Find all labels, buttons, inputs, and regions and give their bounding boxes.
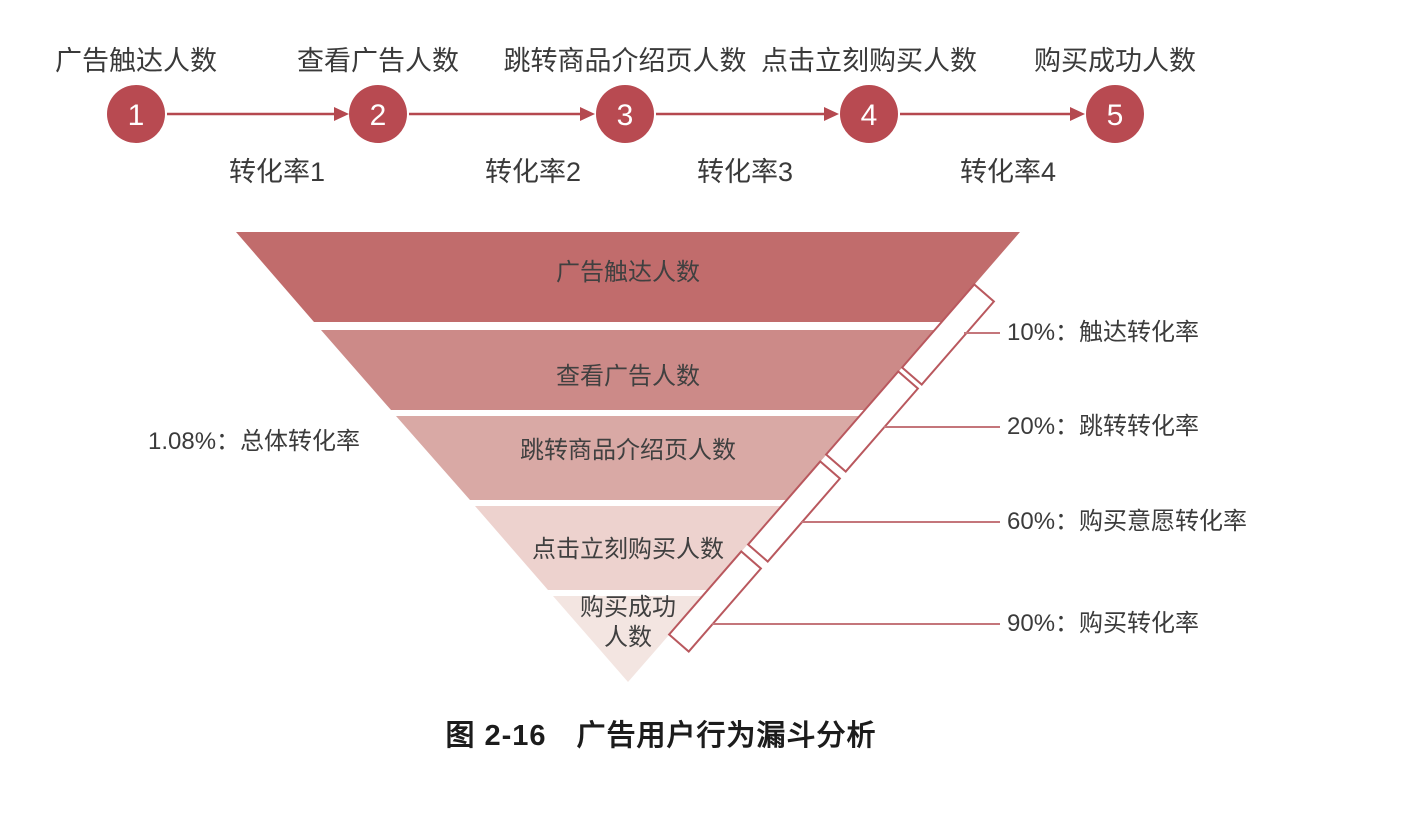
funnel-layer-5	[553, 596, 703, 682]
funnel-layer-label-1: 广告触达人数	[556, 259, 700, 286]
conversion-brackets	[667, 283, 996, 653]
bracket-3	[746, 460, 842, 563]
funnel-layer-2	[321, 330, 935, 410]
arrow-head-3	[824, 107, 839, 121]
step-circle-1	[107, 85, 165, 143]
annotation-label-2: 20%：跳转转化率	[1007, 413, 1200, 440]
step-number-4: 4	[861, 99, 878, 132]
rate-label-4: 转化率4	[959, 157, 1057, 187]
annotation-label-1: 10%：触达转化率	[1007, 319, 1200, 346]
rate-label-3: 转化率3	[696, 157, 794, 187]
arrow-head-1	[334, 107, 349, 121]
step-number-5: 5	[1107, 99, 1124, 132]
funnel-layer-label-2: 查看广告人数	[556, 363, 700, 390]
bracket-4	[667, 550, 763, 653]
step-circles: 1 2 3 4 5	[107, 85, 1144, 143]
step-number-3: 3	[617, 99, 634, 132]
funnel-layer-1	[236, 232, 1020, 322]
bracket-2	[824, 370, 920, 473]
funnel-layer-label-3: 跳转商品介绍页人数	[520, 437, 736, 464]
step-label-3: 跳转商品介绍页人数	[503, 46, 747, 76]
funnel-layer-label-4: 点击立刻购买人数	[532, 536, 724, 563]
step-label-4: 点击立刻购买人数	[761, 46, 977, 76]
bracket-1	[900, 283, 996, 386]
step-number-1: 1	[128, 99, 145, 132]
funnel-layer-3	[396, 416, 860, 500]
funnel-layer-4	[475, 506, 781, 590]
flow-arrows	[167, 107, 1085, 121]
step-label-1: 广告触达人数	[55, 46, 217, 76]
leader-lines	[712, 332, 1000, 625]
step-label-2: 查看广告人数	[297, 46, 459, 76]
figure-caption: 图 2-16 广告用户行为漏斗分析	[445, 720, 877, 752]
rate-label-1: 转化率1	[228, 157, 326, 187]
step-label-5: 购买成功人数	[1034, 46, 1196, 76]
rate-label-2: 转化率2	[484, 157, 582, 187]
step-circle-3	[596, 85, 654, 143]
arrow-head-4	[1070, 107, 1085, 121]
step-circle-4	[840, 85, 898, 143]
funnel-layers	[236, 232, 1020, 682]
funnel-layer-label-5: 购买成功人数	[580, 594, 676, 651]
step-number-2: 2	[370, 99, 387, 132]
annotation-label-4: 90%：购买转化率	[1007, 610, 1200, 637]
annotation-label-3: 60%：购买意愿转化率	[1007, 508, 1248, 535]
step-circle-5	[1086, 85, 1144, 143]
step-circle-2	[349, 85, 407, 143]
overall-rate-label: 1.08%：总体转化率	[148, 428, 361, 455]
arrow-head-2	[580, 107, 595, 121]
